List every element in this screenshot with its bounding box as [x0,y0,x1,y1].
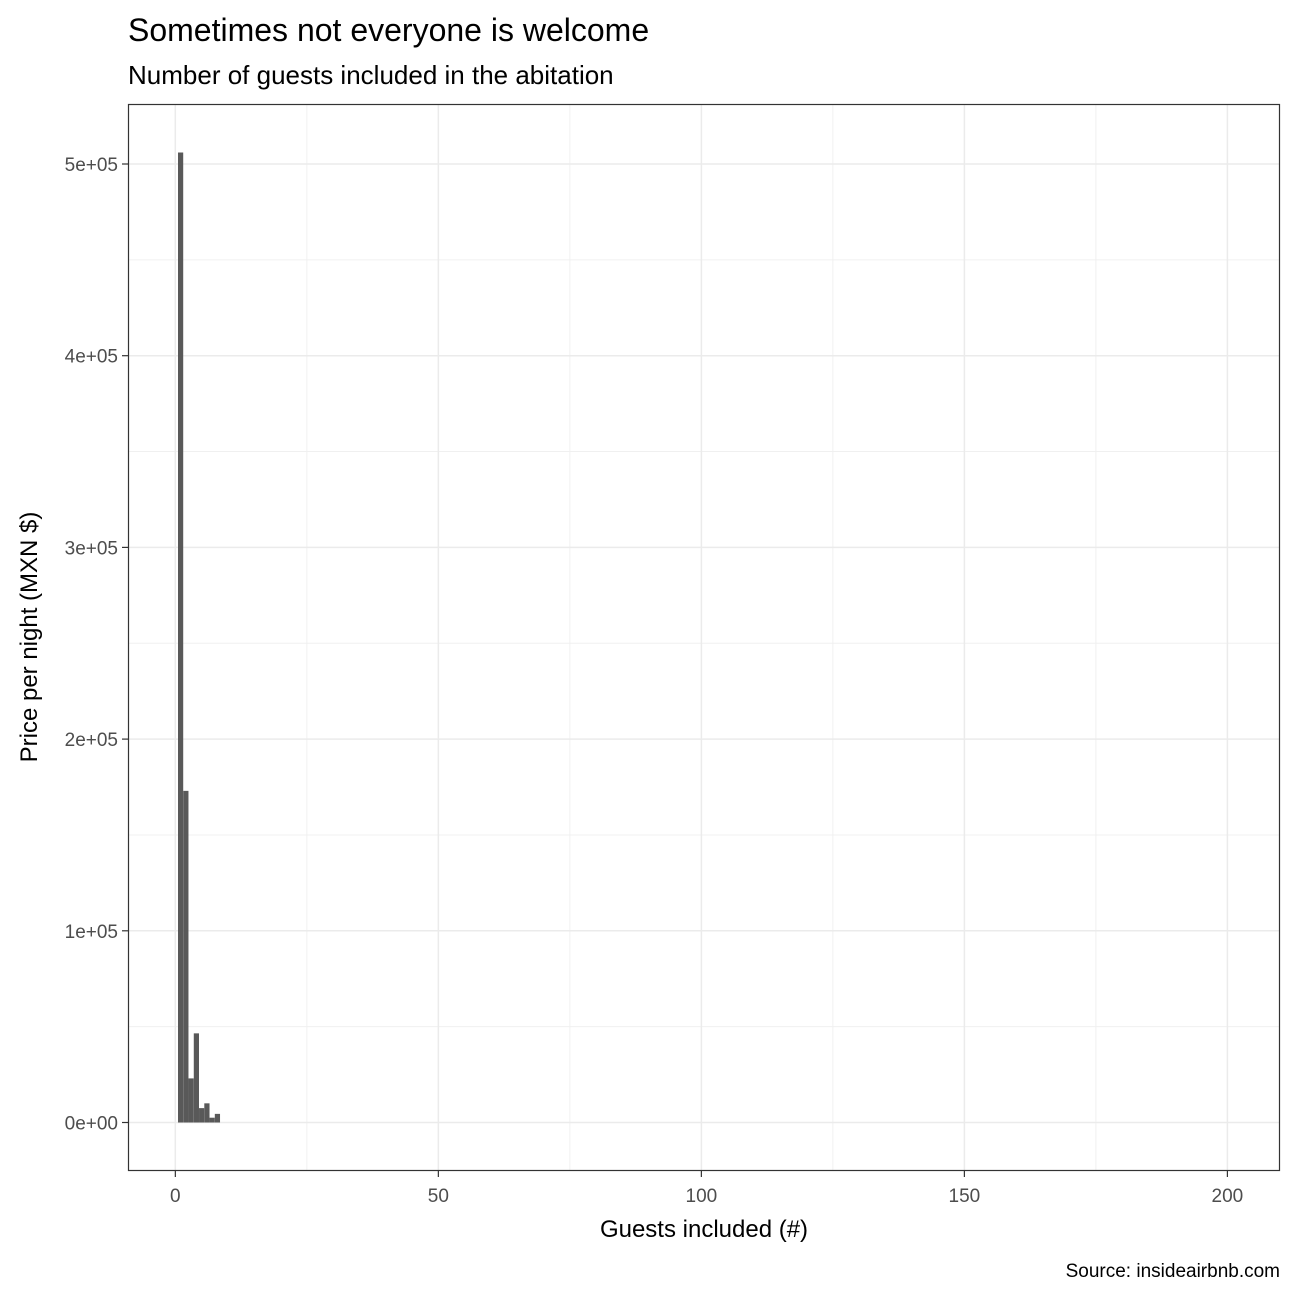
bar [199,1108,205,1123]
grid-major [128,104,1280,1171]
y-tick-label: 4e+05 [65,347,118,368]
panel-background [128,104,1280,1171]
y-tick-label: 5e+05 [65,155,118,176]
x-tick-label: 100 [686,1186,718,1207]
chart-title: Sometimes not everyone is welcome [128,12,649,48]
bar [183,790,189,1123]
grid-minor [128,104,1280,1171]
bar [214,1113,221,1123]
y-tick-label: 1e+05 [65,922,118,943]
bar [209,1117,215,1123]
bar-series [177,152,221,1123]
x-tick-label: 50 [428,1186,449,1207]
bar [177,152,184,1123]
plot-panel [127,103,1281,1172]
chart-caption: Source: insideairbnb.com [1066,1261,1280,1282]
x-axis: 0 50 100 150 200 [170,1171,1243,1207]
y-tick-label: 3e+05 [65,538,118,559]
bar [204,1103,210,1123]
y-axis-title: Price per night (MXN $) [16,512,43,763]
x-tick-label: 150 [949,1186,981,1207]
panel-border [127,103,1281,1172]
chart-subtitle: Number of guests included in the abitati… [128,60,614,90]
y-tick-label: 0e+00 [65,1114,118,1135]
x-tick-label: 200 [1212,1186,1244,1207]
y-tick-label: 2e+05 [65,730,118,751]
x-tick-label: 0 [170,1186,181,1207]
bar [193,1033,199,1123]
y-axis: 0e+00 1e+05 2e+05 3e+05 4e+05 5e+05 [65,155,128,1135]
bar [188,1078,194,1123]
x-axis-title: Guests included (#) [600,1216,808,1243]
